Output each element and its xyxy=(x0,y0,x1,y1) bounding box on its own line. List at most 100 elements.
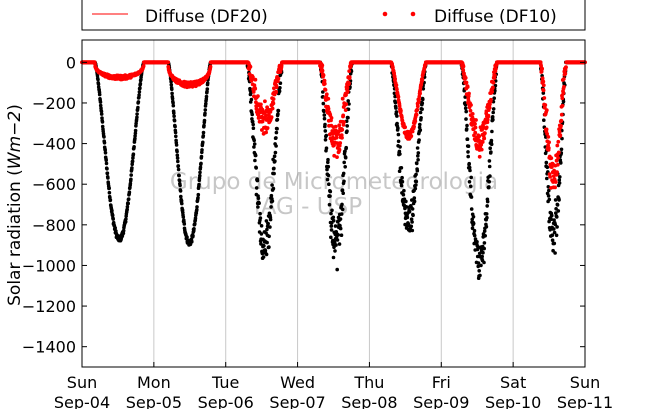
data-point xyxy=(491,117,495,122)
data-point xyxy=(482,246,487,251)
data-point xyxy=(465,137,470,141)
data-point xyxy=(557,129,562,134)
data-point xyxy=(321,73,326,78)
data-point xyxy=(273,159,277,163)
data-point xyxy=(99,109,104,114)
data-point xyxy=(331,215,336,220)
data-point xyxy=(343,149,347,154)
data-point xyxy=(555,170,559,175)
data-point xyxy=(421,97,425,102)
data-point xyxy=(261,255,266,259)
data-point xyxy=(334,135,339,140)
y-tick-label: −200 xyxy=(32,94,76,113)
data-point xyxy=(490,89,495,94)
x-tick-label-date: Sep-09 xyxy=(413,393,469,409)
data-point xyxy=(415,146,420,150)
x-tick-label-day: Mon xyxy=(137,373,171,392)
data-point xyxy=(559,124,563,128)
data-point xyxy=(482,241,487,245)
data-point xyxy=(418,110,423,115)
data-point xyxy=(130,166,134,170)
data-point xyxy=(421,87,426,91)
data-point xyxy=(550,213,554,218)
data-point xyxy=(472,233,477,238)
data-point xyxy=(274,89,278,94)
data-point xyxy=(541,88,546,93)
data-point xyxy=(334,243,338,247)
data-point xyxy=(397,169,402,173)
plot-frame xyxy=(81,39,586,368)
data-point xyxy=(108,198,113,202)
data-point xyxy=(556,209,561,213)
data-point xyxy=(181,215,186,219)
data-point xyxy=(542,96,547,100)
data-point xyxy=(338,141,343,145)
data-point xyxy=(341,123,346,127)
data-point xyxy=(553,251,557,255)
data-point xyxy=(257,201,261,205)
data-point xyxy=(547,219,551,224)
data-point xyxy=(541,83,546,88)
data-point xyxy=(326,164,331,169)
data-point xyxy=(560,96,565,101)
data-point xyxy=(205,87,210,91)
data-point xyxy=(202,123,206,128)
data-point xyxy=(395,87,399,92)
data-point xyxy=(463,76,468,80)
data-point xyxy=(326,96,331,101)
data-point xyxy=(542,118,546,122)
data-point xyxy=(100,124,105,129)
data-point xyxy=(335,155,339,160)
data-point xyxy=(547,197,552,202)
data-point xyxy=(340,127,345,132)
data-point xyxy=(173,130,178,135)
data-point xyxy=(110,208,114,213)
data-point xyxy=(324,146,329,150)
data-point xyxy=(198,170,202,175)
data-point xyxy=(271,186,276,191)
data-point xyxy=(471,215,476,219)
data-point xyxy=(253,153,258,158)
data-point xyxy=(491,107,496,111)
data-point xyxy=(557,198,561,202)
data-point xyxy=(321,90,325,94)
data-point xyxy=(544,127,549,132)
data-point xyxy=(276,79,280,84)
data-point xyxy=(274,136,278,140)
data-point xyxy=(480,140,485,144)
data-point xyxy=(253,86,258,91)
data-point xyxy=(475,240,479,244)
data-point xyxy=(126,197,131,201)
data-point xyxy=(333,124,338,129)
data-point xyxy=(337,123,342,128)
data-point xyxy=(265,126,270,130)
data-point xyxy=(420,107,424,111)
data-point xyxy=(480,254,485,259)
data-point xyxy=(490,115,495,119)
data-point xyxy=(255,108,260,113)
data-point xyxy=(329,224,334,228)
y-tick-label: −1400 xyxy=(22,338,76,357)
data-point xyxy=(274,85,279,90)
data-point xyxy=(468,184,473,189)
data-point xyxy=(121,228,126,233)
data-point xyxy=(254,186,259,190)
data-point xyxy=(395,114,399,118)
data-point xyxy=(477,134,482,139)
data-point xyxy=(416,158,420,162)
data-point xyxy=(464,109,469,114)
data-point xyxy=(550,233,555,237)
data-point xyxy=(340,207,345,212)
data-point xyxy=(471,221,476,226)
data-point xyxy=(99,112,104,116)
data-point xyxy=(205,89,209,94)
data-point xyxy=(195,207,199,212)
data-point xyxy=(491,80,496,85)
data-point xyxy=(552,241,557,246)
data-point xyxy=(467,161,472,166)
data-point xyxy=(482,229,487,233)
data-point xyxy=(553,185,557,190)
data-point xyxy=(401,192,406,197)
data-point xyxy=(483,234,488,238)
data-point xyxy=(473,122,477,126)
